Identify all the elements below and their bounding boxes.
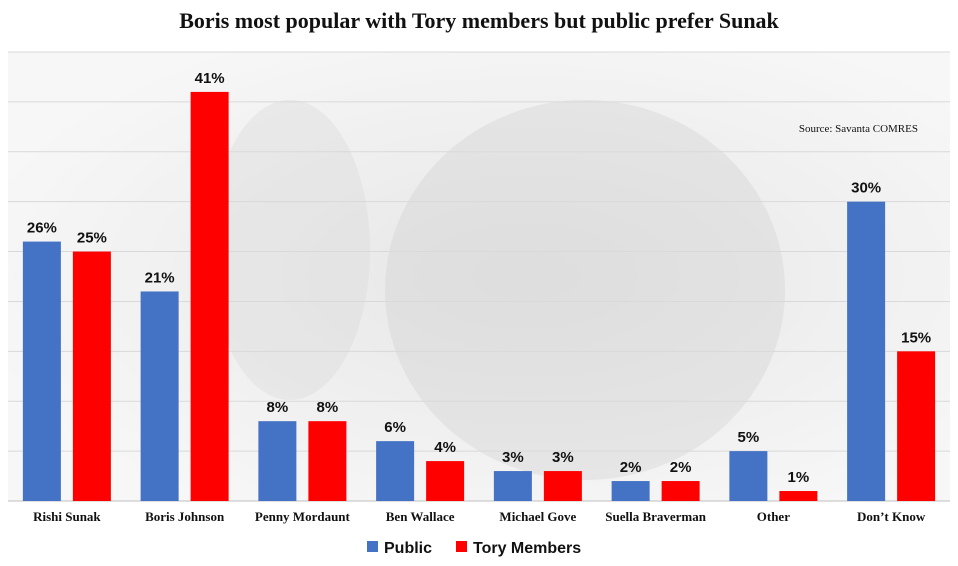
background-photo — [210, 100, 785, 480]
legend-swatch-public — [367, 541, 378, 552]
legend-swatch-tory-members — [456, 541, 467, 552]
value-label-public-penny-mordaunt: 8% — [267, 399, 289, 416]
bar-public-ben-wallace — [376, 441, 415, 501]
value-label-public-michael-gove: 3% — [502, 449, 524, 466]
chart-title: Boris most popular with Tory members but… — [179, 8, 779, 33]
category-label-ben-wallace: Ben Wallace — [386, 509, 455, 524]
category-label-rishi-sunak: Rishi Sunak — [33, 509, 101, 524]
bar-public-michael-gove — [493, 471, 532, 501]
bar-tory-members-penny-mordaunt — [308, 421, 347, 501]
legend-label-tory-members: Tory Members — [473, 540, 581, 557]
legend-label-public: Public — [384, 540, 432, 557]
bar-tory-members-ben-wallace — [426, 461, 465, 501]
value-label-public-suella-braverman: 2% — [620, 459, 642, 476]
bar-tory-members-other — [779, 491, 818, 501]
category-label-boris-johnson: Boris Johnson — [145, 509, 225, 524]
category-label-michael-gove: Michael Gove — [499, 509, 576, 524]
legend: Public Tory Members — [367, 540, 581, 557]
bar-tory-members-rishi-sunak — [72, 251, 111, 501]
value-label-tory-members-penny-mordaunt: 8% — [317, 399, 339, 416]
bar-tory-members-don-t-know — [897, 351, 936, 501]
bar-public-penny-mordaunt — [258, 421, 297, 501]
value-label-public-other: 5% — [738, 429, 760, 446]
value-label-public-rishi-sunak: 26% — [27, 220, 57, 237]
value-label-public-boris-johnson: 21% — [145, 269, 175, 286]
bar-tory-members-michael-gove — [543, 471, 582, 501]
category-label-other: Other — [757, 509, 790, 524]
bar-public-other — [729, 451, 768, 501]
value-label-tory-members-rishi-sunak: 25% — [77, 230, 107, 247]
bar-tory-members-boris-johnson — [190, 91, 229, 502]
value-label-tory-members-other: 1% — [788, 469, 810, 486]
bar-public-don-t-know — [847, 201, 886, 501]
value-labels: 26% 25% 21% 41% 8% 8% 6% 4% 3% 3% 2% 2% 5% 1% 30% 15% — [27, 70, 931, 486]
value-label-tory-members-ben-wallace: 4% — [434, 439, 456, 456]
value-label-tory-members-don-t-know: 15% — [901, 329, 931, 346]
category-labels: Rishi Sunak Boris Johnson Penny Mordaunt Be… — [33, 509, 926, 524]
bar-public-rishi-sunak — [22, 241, 61, 502]
bar-public-suella-braverman — [611, 481, 650, 501]
category-label-don-t-know: Don’t Know — [857, 509, 926, 524]
category-label-penny-mordaunt: Penny Mordaunt — [255, 509, 351, 524]
value-label-tory-members-boris-johnson: 41% — [195, 70, 225, 87]
bars — [22, 91, 936, 502]
bar-tory-members-suella-braverman — [661, 481, 700, 501]
value-label-tory-members-michael-gove: 3% — [552, 449, 574, 466]
value-label-public-ben-wallace: 6% — [384, 419, 406, 436]
category-label-suella-braverman: Suella Braverman — [605, 509, 707, 524]
value-label-tory-members-suella-braverman: 2% — [670, 459, 692, 476]
value-label-public-don-t-know: 30% — [851, 180, 881, 197]
bar-public-boris-johnson — [140, 291, 179, 501]
source-note: Source: Savanta COMRES — [799, 123, 918, 135]
